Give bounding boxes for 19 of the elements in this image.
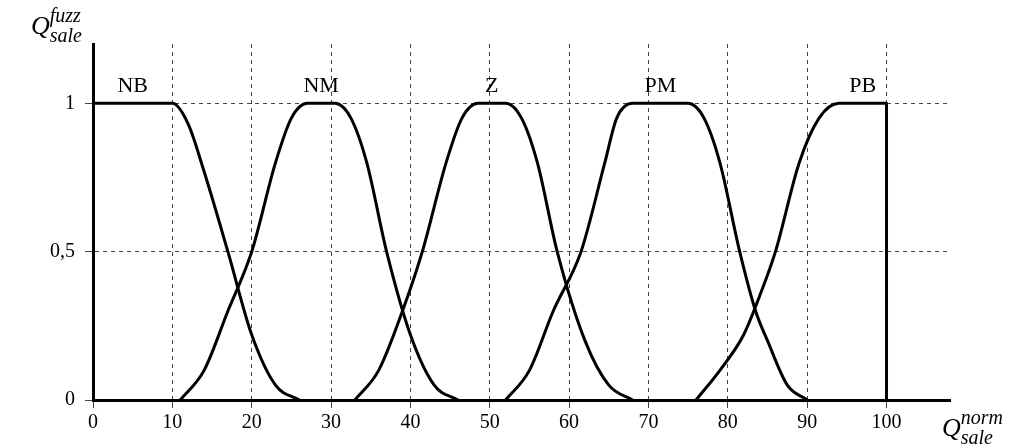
x-tick-label: 90 [797,410,818,433]
series-label: Z [485,72,499,98]
x-tick-label: 50 [479,410,500,433]
x-tick-label: 70 [638,410,659,433]
series-label: NB [117,72,148,98]
x-tick-label: 20 [241,410,262,433]
x-tick-label: 60 [559,410,580,433]
y-tick-label: 1 [65,90,75,113]
series-label: PM [644,72,677,98]
x-tick-label: 30 [321,410,342,433]
y-tick-label: 0,5 [50,238,75,261]
x-tick-label: 80 [717,410,738,433]
x-tick-label: 40 [400,410,421,433]
series-label: PB [849,72,877,98]
x-tick-label: 100 [871,410,902,433]
y-tick-label: 0 [65,387,75,410]
x-tick-label: 0 [88,410,98,433]
x-tick-label: 10 [162,410,183,433]
series-label: NM [303,72,339,98]
